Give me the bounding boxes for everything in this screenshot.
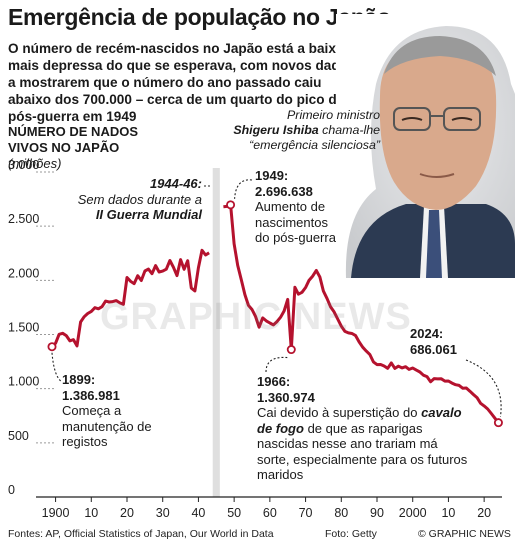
war-gap-band [212, 168, 220, 497]
footer-sources: Fontes: AP, Official Statistics of Japan… [8, 528, 274, 540]
gap-band-rect [212, 168, 220, 497]
y-tick-label: 0 [8, 483, 15, 497]
highlight-point [493, 418, 503, 428]
annotation-start-text: Começa a manutenção de registos [62, 403, 152, 449]
x-axis: 1900 10 20 30 40 50 60 70 80 90 2000 10 20 [36, 496, 502, 520]
y-tick-label: 3.000 [8, 158, 39, 172]
annotation-dip-text-after: de que as raparigas nascidas nesse ano t… [257, 420, 468, 483]
annotation-peak-1949: 1949: 2.696.638 Aumento de nascimentos d… [255, 168, 343, 246]
annotation-start-value: 1.386.981 [62, 387, 120, 403]
annotation-war-gap-title: 1944-46: [149, 176, 202, 191]
y-axis-label: NÚMERO DE NADOS VIVOS NO JAPÃO (milhões) [8, 124, 168, 172]
annotation-latest-title: 2024: [410, 326, 444, 341]
highlight-point [226, 200, 236, 210]
callout-1899 [51, 352, 63, 383]
x-tick-label: 70 [299, 506, 313, 520]
annotation-war-gap-text1: Sem dados durante a [77, 191, 202, 207]
x-tick-label: 80 [334, 506, 348, 520]
photo-caption: Primeiro ministro Shigeru Ishiba chama-l… [200, 108, 380, 153]
annotation-war-gap-text2: II Guerra Mundial [95, 207, 202, 222]
annotation-dip-text-italic: cavalo de fogo [257, 405, 462, 436]
y-tick-label: 2.500 [8, 212, 39, 226]
annotation-latest-2024: 2024: 686.061 [410, 326, 482, 357]
annotation-peak-text: Aumento de nascimentos do pós-guerra [255, 199, 336, 245]
y-axis-unit: (milhões) [8, 156, 62, 171]
x-tick-label: 40 [191, 506, 205, 520]
page-title: Emergência de população no Japão [8, 4, 391, 30]
series-line-segment [223, 203, 500, 424]
x-tick-label: 10 [441, 506, 455, 520]
callout-2024 [465, 359, 502, 417]
annotation-dip-text-before: Cai devido à superstição do [257, 405, 418, 420]
x-tick-label: 20 [120, 506, 134, 520]
x-tick-label: 20 [477, 506, 491, 520]
y-tick-label: 1.500 [8, 321, 39, 335]
x-tick-label: 10 [84, 506, 98, 520]
y-tick-label: 500 [8, 429, 29, 443]
series-line-segment [50, 248, 210, 348]
prime-minister-photo [336, 14, 515, 278]
annotation-dip-value: 1.360.974 [257, 389, 315, 405]
series-births [50, 203, 500, 424]
x-tick-label: 60 [263, 506, 277, 520]
callout-1949 [234, 179, 253, 199]
annotation-war-gap: 1944-46: Sem dados durante a II Guerra M… [40, 176, 202, 223]
y-axis-ticks: 0 500 1.000 1.500 2.000 2.500 3.000 [8, 158, 56, 497]
callout-1966 [265, 356, 288, 373]
y-tick-label: 1.000 [8, 375, 39, 389]
x-tick-label: 50 [227, 506, 241, 520]
photo-caption-line1: Primeiro ministro [287, 108, 380, 122]
footer-photo-credit: Foto: Getty [325, 528, 377, 540]
footer-copyright: © GRAPHIC NEWS [418, 528, 511, 540]
photo-caption-rest: chama-lhe “emergência silenciosa” [249, 123, 380, 152]
annotation-dip-title: 1966: [257, 374, 291, 389]
y-axis-label-main: NÚMERO DE NADOS VIVOS NO JAPÃO [8, 124, 139, 155]
annotation-latest-value: 686.061 [410, 341, 457, 357]
x-tick-label: 2000 [399, 506, 427, 520]
annotation-start-1899: 1899: 1.386.981 Começa a manutenção de r… [62, 372, 154, 450]
x-tick-label: 1900 [42, 506, 70, 520]
annotation-peak-value: 2.696.638 [255, 183, 313, 199]
watermark-text: GRAPHIC NEWS [100, 296, 412, 338]
subtitle: O número de recém-nascidos no Japão está… [8, 41, 356, 124]
callout-lines [51, 179, 502, 417]
annotation-start-title: 1899: [62, 372, 96, 387]
annotation-dip-1966: 1966: 1.360.974 Cai devido à superstição… [257, 374, 472, 483]
highlight-point [47, 342, 57, 352]
photo-caption-name: Shigeru Ishiba [233, 123, 319, 137]
x-tick-label: 30 [156, 506, 170, 520]
highlight-points [47, 200, 503, 428]
y-tick-label: 2.000 [8, 266, 39, 280]
x-tick-label: 90 [370, 506, 384, 520]
annotation-peak-title: 1949: [255, 168, 289, 183]
highlight-point [286, 345, 296, 355]
